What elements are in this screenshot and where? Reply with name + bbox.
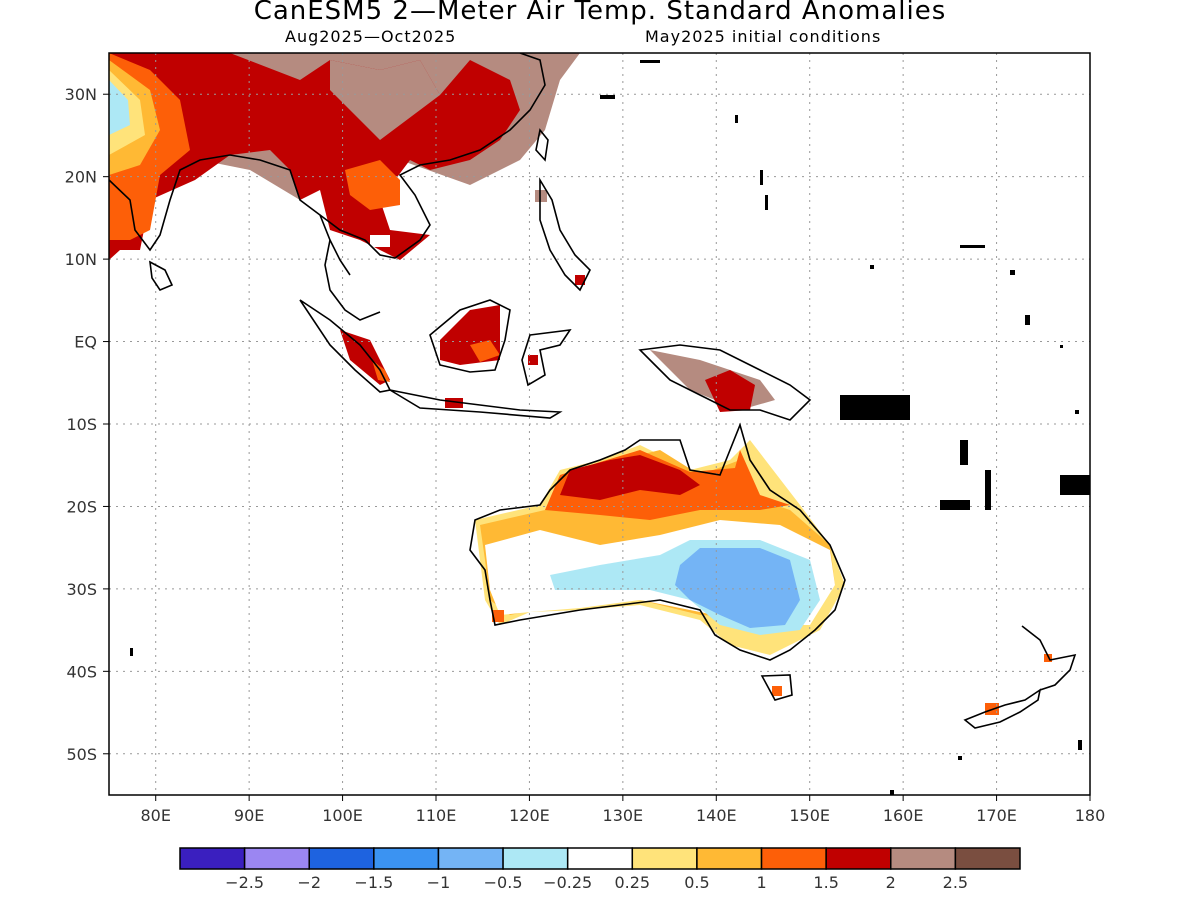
coastline-borneo (429, 299, 511, 373)
lat-tick-label: 30S (66, 580, 97, 599)
legend-label: 0.5 (684, 873, 709, 892)
lat-tick-label: EQ (74, 333, 97, 352)
lon-tick-label: 170E (976, 806, 1017, 825)
coastline-newguinea (638, 344, 812, 421)
forecast-period: Aug2025—Oct2025 (285, 27, 457, 46)
legend-swatch (502, 847, 569, 870)
lat-tick-label: 10N (65, 250, 97, 269)
legend-swatch (954, 847, 1021, 870)
lat-tick-label: 10S (66, 415, 97, 434)
lon-tick-label: 150E (789, 806, 830, 825)
color-legend: −2.5 −2 −1.5 −1 −0.5 −0.25 0.25 0.5 1 1.5 2 2.5 (179, 847, 1021, 892)
lat-tick-label: 20S (66, 497, 97, 516)
lon-tick-label: 120E (509, 806, 550, 825)
coastlines (109, 53, 1077, 729)
coastline-newzealand-south (963, 688, 1042, 729)
legend-label: 1 (756, 873, 766, 892)
island-dots (130, 60, 1090, 795)
legend-label: 2 (886, 873, 896, 892)
coastline-philippines (539, 177, 591, 292)
coastline-taiwan (535, 128, 549, 162)
coastline-srilanka (149, 260, 174, 291)
legend-swatch (825, 847, 892, 870)
legend-label: −0.25 (543, 873, 592, 892)
map-axes: 30N 20N 10N EQ 10S 20S 30S 40S 50S 80E 90E 100E 110E… (65, 85, 1106, 825)
legend-swatch (437, 847, 504, 870)
anomaly-asia-brown-patch (330, 60, 440, 140)
legend-label: −2.5 (225, 873, 264, 892)
coastline-indochina (319, 53, 546, 259)
lat-tick-label: 50S (66, 745, 97, 764)
lat-tick-label: 40S (66, 662, 97, 681)
anomaly-borneo-orange (470, 340, 500, 362)
lon-tick-label: 110E (416, 806, 457, 825)
lon-tick-label: 90E (234, 806, 264, 825)
legend-label: −2 (297, 873, 321, 892)
lat-tick-label: 30N (65, 85, 97, 104)
legend-swatch (631, 847, 698, 870)
legend-swatch (696, 847, 763, 870)
legend-swatch (179, 847, 246, 870)
legend-label: −0.5 (484, 873, 523, 892)
legend-swatch (308, 847, 375, 870)
initial-conditions: May2025 initial conditions (645, 27, 882, 46)
lon-tick-label: 140E (696, 806, 737, 825)
lon-tick-label: 100E (322, 806, 363, 825)
anomaly-australia-cool (675, 548, 800, 628)
anomaly-australia-red (560, 455, 700, 500)
legend-swatch (243, 847, 310, 870)
coastline-sulawesi (521, 328, 572, 387)
lon-tick-label: 80E (140, 806, 170, 825)
anomaly-field (109, 53, 1052, 715)
legend-swatch (760, 847, 827, 870)
chart-title: CanESM5 2—Meter Air Temp. Standard Anoma… (253, 0, 947, 26)
anomaly-indochina-orange (345, 160, 400, 210)
lon-tick-label: 180 (1075, 806, 1106, 825)
coastline-tasmania (760, 674, 793, 701)
legend-label: 1.5 (813, 873, 838, 892)
legend-swatch (890, 847, 957, 870)
coastline-australia (469, 422, 846, 661)
legend-swatch (566, 847, 634, 870)
legend-label: 0.25 (614, 873, 650, 892)
coastline-newzealand-north (1021, 625, 1077, 691)
lon-tick-label: 130E (603, 806, 644, 825)
coastline-java (389, 389, 563, 419)
legend-swatch (373, 847, 440, 870)
lat-tick-label: 20N (65, 168, 97, 187)
anomaly-newguinea-red (705, 370, 755, 412)
legend-label: −1 (427, 873, 451, 892)
coastline-malaya (324, 239, 381, 321)
legend-label: −1.5 (354, 873, 393, 892)
anomaly-india-cool (109, 80, 130, 135)
coastline-india (109, 154, 351, 276)
legend-label: 2.5 (943, 873, 968, 892)
map-gridlines (109, 53, 1090, 795)
lon-tick-label: 160E (883, 806, 924, 825)
